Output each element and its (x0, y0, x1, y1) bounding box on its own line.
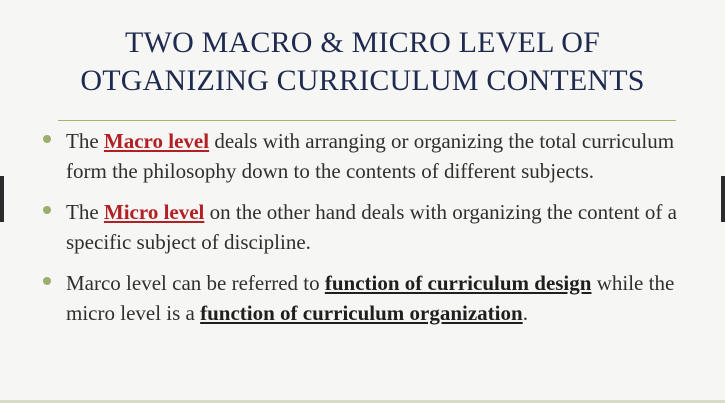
bullet-dot-icon (43, 277, 51, 285)
left-edge-marker (0, 176, 4, 222)
bullet-text: on the other hand deals with organizing … (66, 200, 677, 254)
bullet-item-functions: Marco level can be referred to function … (40, 268, 700, 328)
curriculum-design-term: function of curriculum design (324, 271, 592, 295)
macro-level-term: Macro level (103, 129, 210, 153)
bullet-text: deals with arranging or organizing the t… (66, 129, 675, 183)
bullet-item-macro: The Macro level deals with arranging or … (40, 126, 700, 186)
bullet-middle-text: while the micro level is a (66, 271, 675, 325)
bullet-dot-icon (43, 135, 51, 143)
title-line-1: TWO MACRO & MICRO LEVEL OF (125, 26, 600, 59)
bullet-prefix: The (66, 129, 104, 153)
bottom-band (0, 400, 725, 403)
micro-level-term: Micro level (103, 200, 205, 224)
bullet-prefix: The (66, 200, 104, 224)
curriculum-organization-term: function of curriculum organization (200, 301, 523, 325)
slide-title: TWO MACRO & MICRO LEVEL OF OTGANIZING CU… (30, 24, 695, 100)
title-divider (58, 120, 676, 121)
bullet-prefix: Marco level can be referred to (66, 271, 325, 295)
bullet-list: The Macro level deals with arranging or … (40, 126, 700, 328)
title-line-2: OTGANIZING CURRICULUM CONTENTS (80, 64, 645, 97)
bullet-dot-icon (43, 206, 51, 214)
bullet-item-micro: The Micro level on the other hand deals … (40, 197, 700, 257)
bullet-suffix: . (522, 301, 528, 325)
right-edge-marker (721, 176, 725, 222)
